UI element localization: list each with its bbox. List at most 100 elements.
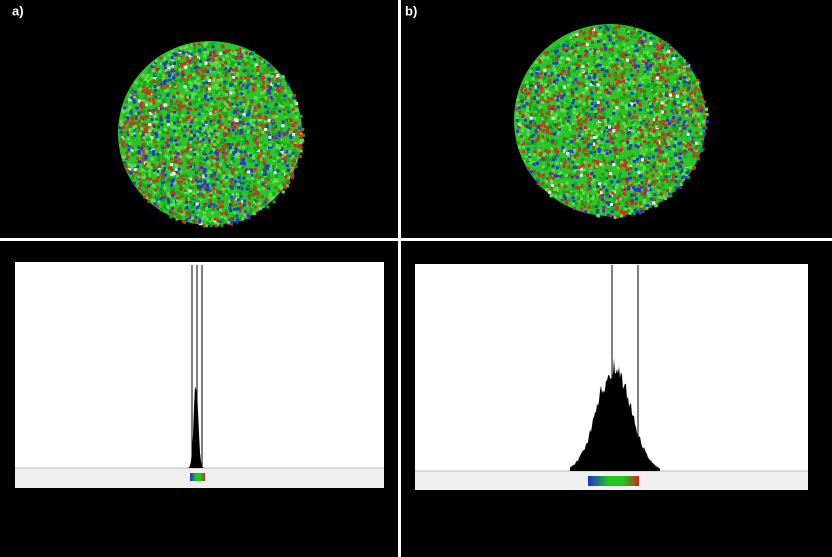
speckle [212,183,215,186]
speckle [567,84,570,87]
speckle [616,160,619,163]
speckle [225,209,228,212]
speckle [605,70,608,73]
speckle [254,96,257,99]
speckle [166,131,169,134]
speckle [141,168,144,171]
speckle [280,128,283,131]
speckle [631,92,634,95]
speckle [646,65,649,68]
speckle [216,87,219,90]
speckle [144,116,147,119]
speckle [581,203,584,206]
speckle [253,180,256,183]
speckle [629,197,632,200]
speckle [601,99,604,102]
speckle [585,75,588,78]
speckle [639,175,642,178]
speckle [686,84,689,87]
speckle [191,119,194,122]
speckle [516,119,519,122]
speckle [244,77,247,80]
speckle [171,168,174,171]
speckle [663,189,666,192]
speckle [596,185,599,188]
speckle [149,151,152,154]
speckle [565,203,568,206]
speckle [617,123,620,126]
speckle [638,171,641,174]
speckle [171,194,174,197]
speckle [542,176,545,179]
speckle [149,102,152,105]
speckle [583,169,586,172]
speckle [136,95,139,98]
speckle [243,200,246,203]
speckle [650,37,653,40]
speckle [287,169,290,172]
speckle [556,162,559,165]
speckle [222,112,225,115]
speckle [151,118,154,121]
speckle [666,46,669,49]
speckle [614,64,617,67]
speckle [649,45,652,48]
speckle [237,51,240,54]
speckle [164,146,167,149]
speckle [650,111,653,114]
speckle [537,94,540,97]
speckle [229,167,232,170]
speckle [221,212,224,215]
speckle [692,151,695,154]
speckle [636,49,639,52]
speckle [562,165,565,168]
speckle [145,133,148,136]
speckle [183,182,186,185]
speckle [633,27,636,30]
speckle [225,190,228,193]
speckle [270,198,273,201]
speckle [211,129,214,132]
speckle [215,106,218,109]
speckle [659,163,662,166]
speckle [151,157,154,160]
speckle [148,98,151,101]
speckle [274,178,277,181]
speckle [191,60,194,63]
speckle [661,55,664,58]
speckle [135,112,138,115]
speckle [177,60,180,63]
speckle [687,98,690,101]
speckle [689,130,692,133]
speckle [668,131,671,134]
speckle [639,212,642,215]
speckle [591,27,594,30]
speckle [548,191,551,194]
speckle [184,66,187,69]
speckle [599,177,602,180]
speckle [620,148,623,151]
speckle [193,43,196,46]
speckle [183,145,186,148]
speckle [262,187,265,190]
speckle [224,143,227,146]
speckle [551,191,554,194]
speckle [288,99,291,102]
speckle [181,195,184,198]
speckle [275,103,278,106]
speckle [515,107,518,110]
speckle [541,113,544,116]
speckle [242,136,245,139]
speckle [144,142,147,145]
speckle [215,91,218,94]
speckle [203,150,206,153]
speckle [664,124,667,127]
speckle [545,167,548,170]
speckle [257,72,260,75]
speckle [240,76,243,79]
speckle [623,122,626,125]
speckle [666,119,669,122]
speckle [267,90,270,93]
speckle [164,187,167,190]
speckle [551,172,554,175]
